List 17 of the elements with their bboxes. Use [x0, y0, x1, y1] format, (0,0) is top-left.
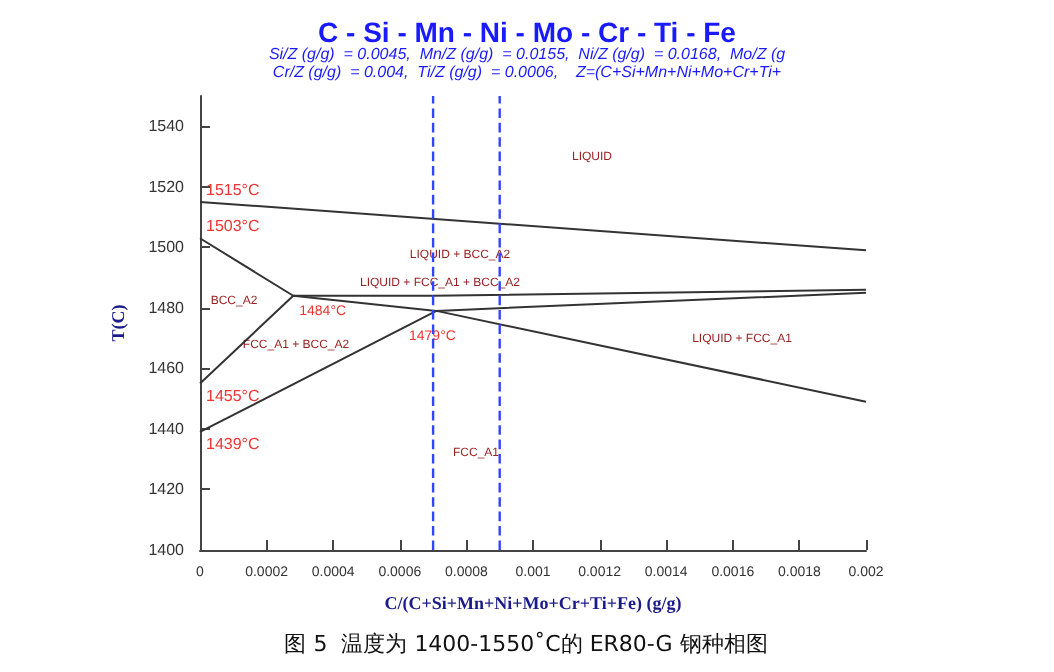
- annotation: 1503°C: [206, 217, 260, 236]
- chart-title: C - Si - Mn - Ni - Mo - Cr - Ti - Fe: [318, 16, 737, 48]
- annotation: 1439°C: [206, 434, 260, 453]
- chart-subtitle: Si/Z (g/g) = 0.0045, Mn/Z (g/g) = 0.0155, Ni/Z (g/g) = 0.0168, Mo/Z (g Cr/Z (g/g) = 0.004, Ti/Z (g/g) = 0.0006, Z=(C+Si+Mn+Ni+Mo+Cr+Ti+: [268, 45, 787, 81]
- y-tick-label: 1500: [148, 238, 186, 257]
- annotation: 1515°C: [206, 180, 260, 199]
- y-tick-label: 1480: [148, 298, 186, 317]
- y-tick-label: 1520: [148, 177, 186, 196]
- y-tick-label: 1540: [148, 117, 186, 136]
- y-tick-label: 1460: [148, 359, 186, 378]
- y-axis-title: T(C): [107, 304, 128, 342]
- annotation: 1455°C: [206, 386, 260, 405]
- y-tick-label: 1420: [148, 480, 186, 499]
- caption: 图 5 温度为 1400-1550˚C的 ER80-G 钢种相图: [284, 631, 768, 657]
- y-tick-label: 1440: [148, 419, 186, 438]
- y-tick-label: 1400: [148, 541, 186, 559]
- x-axis-title: C/(C+Si+Mn+Ni+Mo+Cr+Ti+Fe) (g/g): [384, 593, 682, 613]
